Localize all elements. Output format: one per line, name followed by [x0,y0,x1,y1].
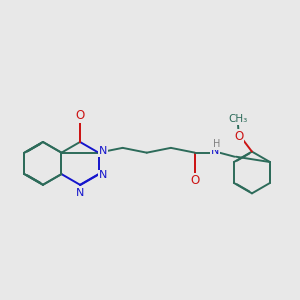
Text: N: N [211,146,220,156]
Text: O: O [234,130,243,143]
Text: N: N [76,188,84,198]
Text: N: N [98,146,107,156]
Text: CH₃: CH₃ [228,115,248,124]
Text: O: O [190,174,200,187]
Text: H: H [213,139,220,149]
Text: O: O [75,109,85,122]
Text: N: N [98,170,107,180]
